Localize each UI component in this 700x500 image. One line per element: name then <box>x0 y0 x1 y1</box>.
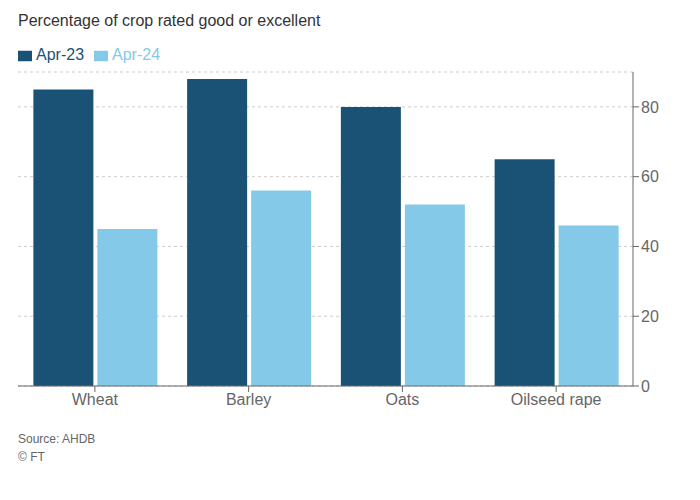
svg-text:0: 0 <box>641 378 650 395</box>
svg-text:Wheat: Wheat <box>72 391 119 408</box>
svg-text:20: 20 <box>641 308 659 325</box>
svg-text:Barley: Barley <box>226 391 271 408</box>
svg-text:Oats: Oats <box>385 391 419 408</box>
svg-text:Oilseed rape: Oilseed rape <box>511 391 602 408</box>
html-text:Apr-23: Apr-23 <box>36 46 84 63</box>
html-text:© FT: © FT <box>18 450 45 464</box>
html-text:Percentage of crop rated good: Percentage of crop rated good or excelle… <box>18 12 321 29</box>
html-text:Source: AHDB: Source: AHDB <box>18 432 96 446</box>
svg-text:40: 40 <box>641 238 659 255</box>
svg-text:80: 80 <box>641 99 659 116</box>
svg-text:60: 60 <box>641 168 659 185</box>
html-text:Apr-24: Apr-24 <box>112 46 161 63</box>
